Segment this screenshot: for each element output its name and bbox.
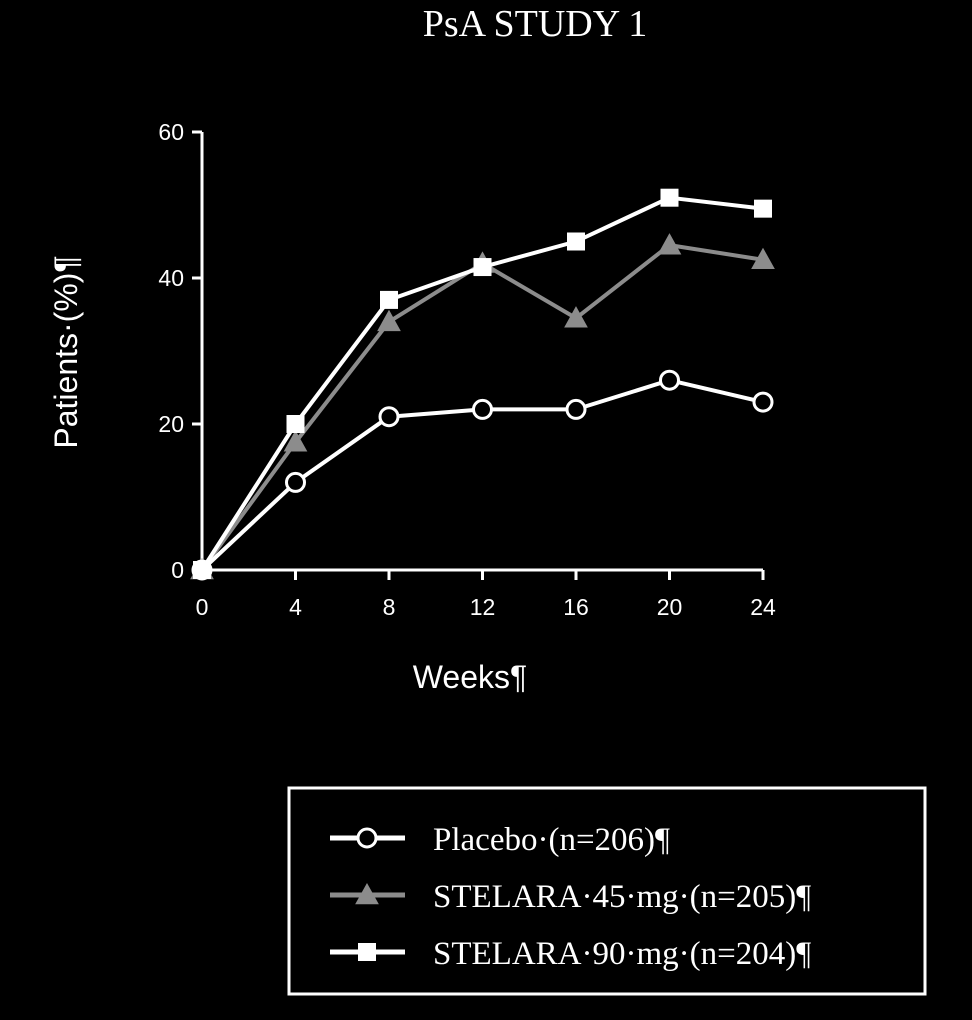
data-point <box>752 391 774 413</box>
legend-entries: Placebo·(n=206)¶ STELARA·45·mg·(n=205)¶ ST… <box>330 822 811 972</box>
y-tick-label: 40 <box>158 265 184 291</box>
legend-entry: Placebo·(n=206)¶ <box>330 822 670 858</box>
data-point <box>285 471 306 493</box>
x-tick-label: 20 <box>657 594 683 620</box>
y-tick-label: 60 <box>158 119 184 145</box>
x-tick-label: 0 <box>196 594 209 620</box>
legend-marker <box>356 827 378 849</box>
legend-marker <box>355 882 379 905</box>
x-tick-label: 16 <box>563 594 589 620</box>
data-point <box>659 369 680 391</box>
data-point <box>751 247 775 270</box>
data-point <box>660 188 679 207</box>
legend-label: STELARA·45·mg·(n=205)¶ <box>433 879 811 915</box>
data-point <box>380 290 398 309</box>
y-tick-label: 20 <box>158 411 184 437</box>
y-axis-label: Patients·(%)¶ <box>48 255 84 448</box>
legend-box <box>287 786 927 996</box>
data-point <box>564 306 588 328</box>
x-tick-label: 12 <box>470 594 496 620</box>
x-tick-label: 8 <box>383 594 396 620</box>
series-circle-open <box>191 369 774 581</box>
legend-entry: STELARA·90·mg·(n=204)¶ <box>330 936 811 972</box>
legend: Placebo·(n=206)¶ STELARA·45·mg·(n=205)¶ ST… <box>287 786 927 996</box>
data-point <box>472 398 493 420</box>
x-axis-label: Weeks¶ <box>413 659 527 695</box>
data-point <box>565 398 587 420</box>
data-point <box>286 415 305 433</box>
legend-label: Placebo·(n=206)¶ <box>433 822 670 858</box>
data-point <box>657 233 682 255</box>
legend-label: STELARA·90·mg·(n=204)¶ <box>433 936 811 972</box>
data-point <box>193 561 211 579</box>
y-tick-label: 0 <box>171 557 184 583</box>
data-point <box>378 406 400 428</box>
x-tick-label: 24 <box>750 594 776 620</box>
x-ticks: 0 4 8 12 16 20 24 <box>196 570 776 620</box>
series-layer <box>190 188 775 581</box>
chart-title: PsA STUDY 1 <box>423 3 648 45</box>
data-point <box>567 232 585 251</box>
legend-marker <box>358 943 376 961</box>
data-point <box>754 199 772 218</box>
y-ticks: 0 20 40 60 <box>158 119 202 583</box>
legend-entry: STELARA·45·mg·(n=205)¶ <box>330 879 811 915</box>
data-point <box>283 430 308 452</box>
series-square <box>193 188 772 579</box>
data-point <box>377 309 401 332</box>
data-point <box>473 258 492 277</box>
x-tick-label: 4 <box>289 594 302 620</box>
